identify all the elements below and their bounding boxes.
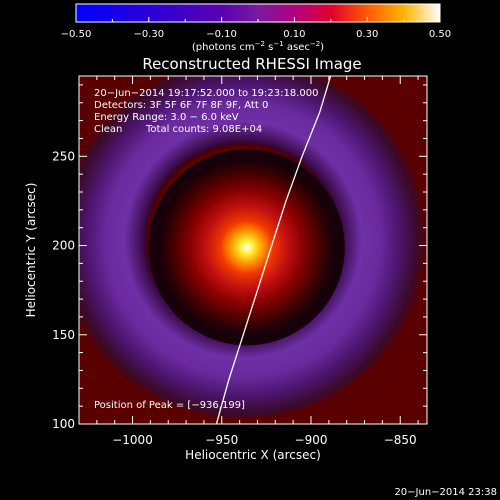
colorbar-tick-label: 0.50 (429, 29, 451, 40)
x-tick-label: −850 (384, 433, 417, 447)
x-tick-label: −950 (205, 433, 238, 447)
x-tick-label: −900 (295, 433, 328, 447)
colorbar-tick-label: −0.10 (206, 29, 237, 40)
heatmap-image (79, 76, 427, 424)
footer-timestamp: 20−Jun−2014 23:38 (394, 487, 497, 498)
colorbar-unit: (photons cm−2 s−1 asec−2) (192, 40, 324, 53)
y-tick-label: 100 (52, 417, 75, 431)
y-tick-label: 150 (52, 328, 75, 342)
annotation-detectors: Detectors: 3F 5F 6F 7F 8F 9F, Att 0 (94, 100, 268, 111)
x-tick-label: −1000 (112, 433, 153, 447)
plot-frame (78, 75, 428, 425)
y-tick-label: 250 (52, 149, 75, 163)
colorbar-tick-label: 0.30 (356, 29, 378, 40)
x-axis-label: Heliocentric X (arcsec) (185, 448, 321, 462)
colorbar-tick-label: 0.10 (283, 29, 305, 40)
y-axis-label: Heliocentric Y (arcsec) (24, 183, 38, 318)
annotations: 20−Jun−2014 19:17:52.000 to 19:23:18.000… (94, 88, 319, 411)
solar-limb-line (215, 76, 332, 424)
x-axis-ticks: −1000 −950 −900 −850 (78, 76, 419, 447)
chart-title: Reconstructed RHESSI Image (142, 55, 361, 73)
annotation-energy-range: Energy Range: 3.0 − 6.0 keV (94, 112, 239, 123)
heatmap-core (148, 149, 345, 346)
colorbar: −0.50 −0.30 −0.10 0.10 0.30 0.50 (photons cm−… (61, 3, 451, 53)
colorbar-tick-label: −0.30 (133, 29, 164, 40)
colorbar-ticks: −0.50 −0.30 −0.10 0.10 0.30 0.50 (61, 17, 451, 40)
y-tick-label: 200 (52, 239, 75, 253)
colorbar-tick-label: −0.50 (61, 29, 92, 40)
annotation-peak-position: Position of Peak = [−936,199] (94, 400, 245, 411)
annotation-clean: Clean (94, 124, 122, 135)
annotation-time-range: 20−Jun−2014 19:17:52.000 to 19:23:18.000 (94, 88, 319, 99)
annotation-total-counts: Total counts: 9.08E+04 (145, 124, 262, 135)
y-axis-ticks: 100 150 200 250 (52, 84, 427, 431)
